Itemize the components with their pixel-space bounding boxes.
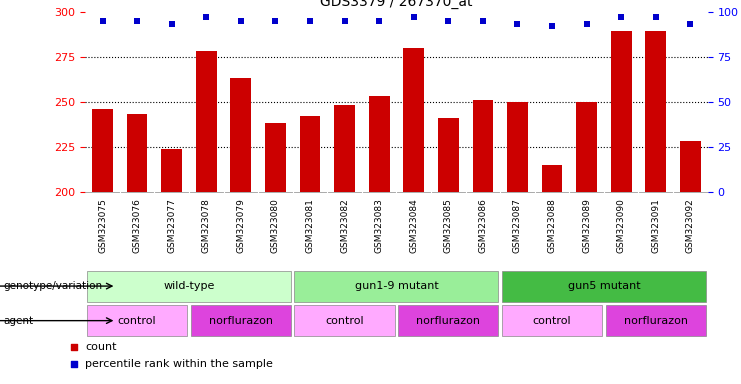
Point xyxy=(200,14,212,20)
Point xyxy=(270,17,282,24)
Text: norflurazon: norflurazon xyxy=(209,316,273,326)
Text: wild-type: wild-type xyxy=(163,281,215,291)
Text: GSM323077: GSM323077 xyxy=(167,198,176,253)
Title: GDS3379 / 267370_at: GDS3379 / 267370_at xyxy=(320,0,473,9)
Point xyxy=(615,14,627,20)
Bar xyxy=(398,305,499,336)
Bar xyxy=(334,105,355,192)
Point xyxy=(235,17,247,24)
Point xyxy=(581,21,593,27)
Text: GSM323085: GSM323085 xyxy=(444,198,453,253)
Point xyxy=(650,14,662,20)
Point xyxy=(290,116,302,122)
Bar xyxy=(611,31,631,192)
Text: gun5 mutant: gun5 mutant xyxy=(568,281,640,291)
Text: gun1-9 mutant: gun1-9 mutant xyxy=(354,281,439,291)
Text: control: control xyxy=(118,316,156,326)
Text: percentile rank within the sample: percentile rank within the sample xyxy=(85,359,273,369)
Text: GSM323076: GSM323076 xyxy=(133,198,142,253)
Bar xyxy=(403,48,424,192)
Text: control: control xyxy=(533,316,571,326)
Bar xyxy=(502,271,706,302)
Bar xyxy=(502,305,602,336)
Text: GSM323082: GSM323082 xyxy=(340,198,349,253)
Text: GSM323089: GSM323089 xyxy=(582,198,591,253)
Text: GSM323088: GSM323088 xyxy=(548,198,556,253)
Bar xyxy=(438,118,459,192)
Text: control: control xyxy=(325,316,364,326)
Bar xyxy=(87,271,291,302)
Bar xyxy=(127,114,147,192)
Bar xyxy=(190,305,291,336)
Point xyxy=(131,17,143,24)
Text: GSM323081: GSM323081 xyxy=(305,198,314,253)
Bar xyxy=(265,123,286,192)
Text: GSM323075: GSM323075 xyxy=(98,198,107,253)
Bar xyxy=(369,96,390,192)
Bar xyxy=(605,305,706,336)
Point xyxy=(408,14,419,20)
Text: GSM323091: GSM323091 xyxy=(651,198,660,253)
Bar xyxy=(507,102,528,192)
Bar xyxy=(92,109,113,192)
Bar xyxy=(294,305,395,336)
Text: count: count xyxy=(85,341,117,352)
Text: norflurazon: norflurazon xyxy=(624,316,688,326)
Bar xyxy=(230,78,251,192)
Text: GSM323090: GSM323090 xyxy=(617,198,625,253)
Text: genotype/variation: genotype/variation xyxy=(4,281,103,291)
Bar xyxy=(576,102,597,192)
Point xyxy=(546,23,558,29)
Bar xyxy=(196,51,216,192)
Bar xyxy=(87,305,187,336)
Point xyxy=(477,17,489,24)
Text: GSM323092: GSM323092 xyxy=(686,198,695,253)
Text: GSM323083: GSM323083 xyxy=(375,198,384,253)
Point xyxy=(339,17,350,24)
Point xyxy=(511,21,523,27)
Text: norflurazon: norflurazon xyxy=(416,316,480,326)
Point xyxy=(373,17,385,24)
Point xyxy=(442,17,454,24)
Bar xyxy=(162,149,182,192)
Bar xyxy=(473,100,494,192)
Text: GSM323080: GSM323080 xyxy=(271,198,280,253)
Bar xyxy=(299,116,320,192)
Bar xyxy=(680,141,701,192)
Bar xyxy=(294,271,499,302)
Text: GSM323086: GSM323086 xyxy=(479,198,488,253)
Text: GSM323087: GSM323087 xyxy=(513,198,522,253)
Text: GSM323078: GSM323078 xyxy=(202,198,210,253)
Point xyxy=(166,21,178,27)
Point xyxy=(96,17,108,24)
Point xyxy=(304,17,316,24)
Bar xyxy=(645,31,666,192)
Text: GSM323084: GSM323084 xyxy=(409,198,418,253)
Text: agent: agent xyxy=(4,316,34,326)
Point xyxy=(685,21,697,27)
Bar xyxy=(542,165,562,192)
Text: GSM323079: GSM323079 xyxy=(236,198,245,253)
Point xyxy=(290,273,302,280)
